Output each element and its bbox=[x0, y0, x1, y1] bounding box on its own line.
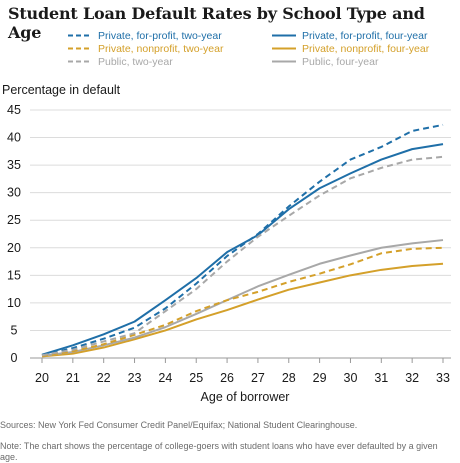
chart-title: Student Loan Default Rates by School Typ… bbox=[8, 4, 425, 42]
y-tick-label: 25 bbox=[7, 213, 21, 227]
series-line-4 bbox=[41, 155, 444, 357]
series-line-1 bbox=[41, 143, 444, 356]
series-line-0 bbox=[41, 123, 444, 357]
x-axis-label: Age of borrower bbox=[201, 390, 290, 404]
y-tick-label: 35 bbox=[7, 158, 21, 172]
y-axis-ticks: 0 5 10 15 20 25 30 35 40 45 bbox=[7, 103, 21, 365]
x-tick-label: 24 bbox=[158, 371, 172, 385]
y-tick-label: 10 bbox=[7, 296, 21, 310]
x-tick-label: 22 bbox=[97, 371, 111, 385]
y-tick-label: 0 bbox=[11, 351, 18, 365]
x-axis-ticks: 20 21 22 23 24 25 26 27 28 29 30 31 32 33 bbox=[35, 358, 450, 385]
x-tick-label: 23 bbox=[128, 371, 142, 385]
x-tick-label: 29 bbox=[313, 371, 327, 385]
legend-label: Public, four-year bbox=[302, 56, 379, 68]
x-tick-label: 28 bbox=[282, 371, 296, 385]
y-tick-label: 15 bbox=[7, 268, 21, 282]
gridlines bbox=[30, 109, 451, 359]
legend-label: Private, nonprofit, four-year bbox=[302, 43, 430, 55]
legend-label: Public, two-year bbox=[98, 56, 173, 68]
x-tick-label: 32 bbox=[405, 371, 419, 385]
x-tick-label: 25 bbox=[189, 371, 203, 385]
legend: Private, for-profit, two-year Private, fo… bbox=[68, 30, 430, 68]
y-axis-label: Percentage in default bbox=[2, 83, 121, 97]
y-tick-label: 40 bbox=[7, 131, 21, 145]
series-line-5 bbox=[41, 239, 444, 357]
x-tick-label: 33 bbox=[436, 371, 450, 385]
x-tick-label: 21 bbox=[66, 371, 80, 385]
series-line-3 bbox=[41, 262, 444, 358]
y-tick-label: 30 bbox=[7, 186, 21, 200]
x-tick-label: 20 bbox=[35, 371, 49, 385]
legend-label: Private, for-profit, four-year bbox=[302, 30, 428, 42]
x-tick-label: 31 bbox=[374, 371, 388, 385]
legend-label: Private, nonprofit, two-year bbox=[98, 43, 224, 55]
x-tick-label: 30 bbox=[344, 371, 358, 385]
note-text: Note: The chart shows the percentage of … bbox=[0, 441, 438, 462]
x-tick-label: 26 bbox=[220, 371, 234, 385]
legend-label: Private, for-profit, two-year bbox=[98, 30, 222, 42]
y-tick-label: 45 bbox=[7, 103, 21, 117]
y-tick-label: 20 bbox=[7, 241, 21, 255]
y-tick-label: 5 bbox=[11, 323, 18, 337]
x-tick-label: 27 bbox=[251, 371, 265, 385]
sources-text: Sources: New York Fed Consumer Credit Pa… bbox=[0, 420, 358, 430]
line-chart: Private, for-profit, two-year Private, fo… bbox=[2, 30, 451, 404]
series-lines bbox=[41, 123, 444, 358]
